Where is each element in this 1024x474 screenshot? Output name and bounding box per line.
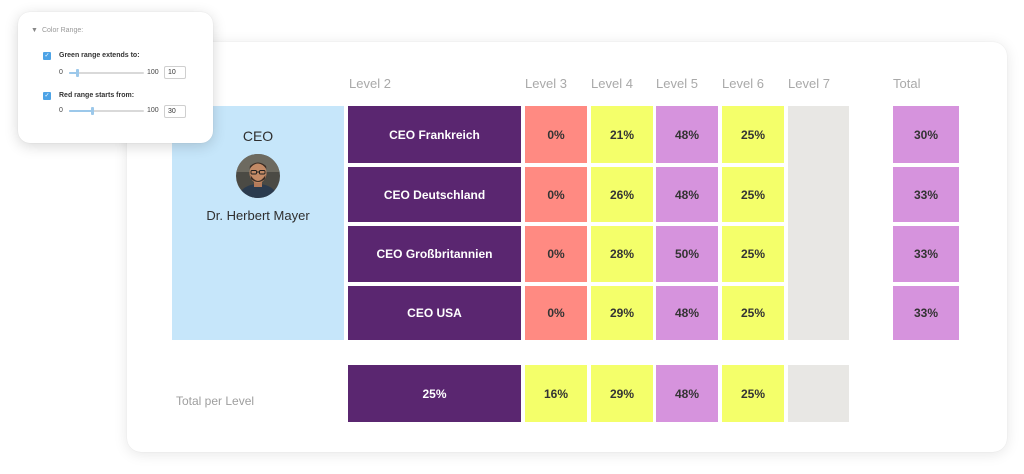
column-header-level-3: Level 3 bbox=[525, 76, 567, 91]
green-range-min: 0 bbox=[59, 69, 63, 76]
column-header-total: Total bbox=[893, 76, 921, 91]
total-cell[interactable]: 33% bbox=[893, 226, 959, 282]
total-level-7-cell bbox=[788, 365, 849, 422]
level-3-cell[interactable]: 0% bbox=[525, 167, 587, 222]
level-3-cell[interactable]: 0% bbox=[525, 106, 587, 163]
row-name-cell[interactable]: CEO Großbritannien bbox=[348, 226, 521, 282]
total-cell[interactable]: 33% bbox=[893, 286, 959, 340]
level-3-cell[interactable]: 0% bbox=[525, 286, 587, 340]
level-7-column bbox=[788, 106, 849, 340]
level-4-cell[interactable]: 21% bbox=[591, 106, 653, 163]
red-range-thumb[interactable] bbox=[91, 107, 94, 115]
level-5-cell[interactable]: 48% bbox=[656, 167, 718, 222]
check-icon: ✓ bbox=[44, 93, 50, 99]
column-header-level-4: Level 4 bbox=[591, 76, 633, 91]
column-header-level-7: Level 7 bbox=[788, 76, 830, 91]
level-5-cell[interactable]: 50% bbox=[656, 226, 718, 282]
check-icon: ✓ bbox=[44, 53, 50, 59]
total-level-2-cell[interactable]: 25% bbox=[348, 365, 521, 422]
color-range-popover: ▼ Color Range: ✓ Green range extends to:… bbox=[18, 12, 213, 143]
person-photo-icon bbox=[236, 154, 280, 198]
green-range-input[interactable]: 10 bbox=[164, 66, 186, 79]
level-5-cell[interactable]: 48% bbox=[656, 286, 718, 340]
red-range-fill bbox=[69, 110, 92, 112]
green-range-fill bbox=[69, 72, 77, 74]
green-range-thumb[interactable] bbox=[76, 69, 79, 77]
red-range-label: Red range starts from: bbox=[59, 92, 135, 99]
green-range-slider[interactable] bbox=[69, 69, 144, 77]
row-name-cell[interactable]: CEO Frankreich bbox=[348, 106, 521, 163]
total-level-6-cell[interactable]: 25% bbox=[722, 365, 784, 422]
green-range-max: 100 bbox=[147, 69, 159, 76]
red-range-input[interactable]: 30 bbox=[164, 105, 186, 118]
red-range-slider[interactable] bbox=[69, 107, 144, 115]
level-4-cell[interactable]: 28% bbox=[591, 226, 653, 282]
total-cell[interactable]: 33% bbox=[893, 167, 959, 222]
ceo-title: CEO bbox=[242, 128, 274, 144]
column-header-level-6: Level 6 bbox=[722, 76, 764, 91]
total-level-4-cell[interactable]: 29% bbox=[591, 365, 653, 422]
color-range-title: Color Range: bbox=[41, 27, 84, 34]
row-name-cell[interactable]: CEO USA bbox=[348, 286, 521, 340]
red-range-max: 100 bbox=[147, 107, 159, 114]
total-level-3-cell[interactable]: 16% bbox=[525, 365, 587, 422]
column-header-level-5: Level 5 bbox=[656, 76, 698, 91]
ceo-card[interactable]: CEO Dr. Herbert Mayer bbox=[172, 106, 344, 340]
total-cell[interactable]: 30% bbox=[893, 106, 959, 163]
level-5-cell[interactable]: 48% bbox=[656, 106, 718, 163]
red-range-checkbox[interactable]: ✓ bbox=[43, 92, 51, 100]
triangle-down-icon[interactable]: ▼ bbox=[31, 27, 38, 34]
level-6-cell[interactable]: 25% bbox=[722, 106, 784, 163]
color-range-header[interactable]: ▼ Color Range: bbox=[31, 27, 83, 34]
level-4-cell[interactable]: 26% bbox=[591, 167, 653, 222]
red-range-min: 0 bbox=[59, 107, 63, 114]
level-6-cell[interactable]: 25% bbox=[722, 286, 784, 340]
level-4-cell[interactable]: 29% bbox=[591, 286, 653, 340]
level-3-cell[interactable]: 0% bbox=[525, 226, 587, 282]
level-6-cell[interactable]: 25% bbox=[722, 167, 784, 222]
column-header-level-2: Level 2 bbox=[349, 76, 391, 91]
total-level-5-cell[interactable]: 48% bbox=[656, 365, 718, 422]
green-range-label: Green range extends to: bbox=[59, 52, 140, 59]
total-per-level-label: Total per Level bbox=[176, 394, 255, 408]
row-name-cell[interactable]: CEO Deutschland bbox=[348, 167, 521, 222]
ceo-name: Dr. Herbert Mayer bbox=[206, 208, 310, 223]
green-range-checkbox[interactable]: ✓ bbox=[43, 52, 51, 60]
level-6-cell[interactable]: 25% bbox=[722, 226, 784, 282]
